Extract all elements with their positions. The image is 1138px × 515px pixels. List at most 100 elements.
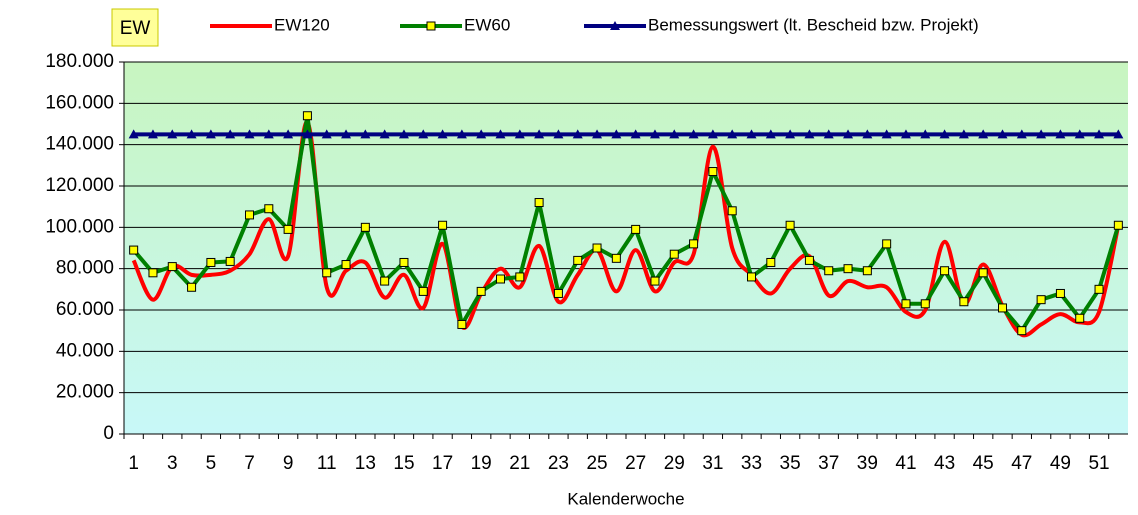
y-tick-label: 140.000 bbox=[45, 134, 114, 155]
marker bbox=[1113, 129, 1124, 139]
marker bbox=[978, 268, 988, 278]
marker bbox=[360, 222, 370, 232]
marker bbox=[746, 129, 757, 139]
x-tick-label: 45 bbox=[973, 453, 994, 474]
marker bbox=[997, 129, 1008, 139]
legend-label: Bemessungswert (lt. Bescheid bzw. Projek… bbox=[648, 15, 979, 34]
marker bbox=[747, 272, 756, 282]
marker bbox=[553, 129, 564, 139]
marker bbox=[804, 129, 815, 139]
y-tick-label: 180.000 bbox=[45, 51, 114, 72]
marker bbox=[205, 129, 216, 139]
marker bbox=[689, 239, 699, 249]
marker bbox=[649, 129, 660, 139]
marker bbox=[804, 255, 814, 265]
legend-label: EW60 bbox=[464, 15, 510, 34]
marker bbox=[398, 129, 409, 139]
marker bbox=[1055, 129, 1066, 139]
marker bbox=[843, 264, 853, 274]
marker bbox=[592, 243, 602, 253]
marker bbox=[823, 129, 834, 139]
marker bbox=[360, 129, 371, 139]
marker bbox=[534, 129, 545, 139]
marker bbox=[631, 224, 641, 234]
x-tick-label: 41 bbox=[895, 453, 916, 474]
marker bbox=[283, 224, 293, 234]
marker bbox=[998, 303, 1007, 313]
x-tick-label: 11 bbox=[317, 453, 337, 474]
marker bbox=[302, 111, 312, 121]
y-axis-label: EW bbox=[120, 18, 151, 39]
marker bbox=[920, 129, 931, 139]
plot-area bbox=[124, 62, 1128, 434]
marker bbox=[380, 276, 390, 286]
marker bbox=[245, 210, 254, 220]
marker bbox=[785, 220, 795, 230]
x-tick-label: 17 bbox=[432, 453, 453, 474]
marker bbox=[1055, 288, 1065, 298]
marker bbox=[437, 129, 448, 139]
marker bbox=[495, 129, 506, 139]
legend-marker bbox=[426, 21, 436, 31]
marker bbox=[765, 129, 776, 139]
x-tick-label: 21 bbox=[509, 453, 530, 474]
marker bbox=[129, 245, 139, 255]
marker bbox=[572, 129, 583, 139]
marker bbox=[418, 129, 429, 139]
x-tick-label: 31 bbox=[702, 453, 723, 474]
marker bbox=[496, 274, 505, 284]
marker bbox=[147, 129, 158, 139]
marker bbox=[592, 129, 603, 139]
marker bbox=[534, 198, 544, 208]
marker bbox=[882, 239, 892, 249]
marker bbox=[1094, 129, 1105, 139]
marker bbox=[573, 255, 583, 265]
x-tick-label: 13 bbox=[355, 453, 376, 474]
x-tick-label: 47 bbox=[1011, 453, 1032, 474]
marker bbox=[186, 129, 197, 139]
marker bbox=[515, 272, 525, 282]
x-tick-label: 35 bbox=[780, 453, 801, 474]
x-tick-label: 23 bbox=[548, 453, 569, 474]
marker bbox=[399, 257, 409, 267]
x-tick-label: 19 bbox=[471, 453, 492, 474]
marker bbox=[321, 129, 332, 139]
marker bbox=[785, 129, 796, 139]
y-tick-label: 80.000 bbox=[56, 258, 114, 279]
marker bbox=[1075, 313, 1085, 323]
marker bbox=[302, 129, 313, 139]
x-tick-label: 7 bbox=[244, 453, 255, 474]
marker bbox=[708, 167, 718, 177]
marker bbox=[341, 129, 352, 139]
y-tick-label: 40.000 bbox=[56, 340, 114, 361]
marker bbox=[1036, 129, 1047, 139]
y-tick-label: 20.000 bbox=[56, 382, 114, 403]
marker bbox=[264, 204, 274, 214]
marker bbox=[862, 266, 872, 276]
marker bbox=[939, 129, 950, 139]
x-tick-label: 43 bbox=[934, 453, 955, 474]
marker bbox=[341, 260, 351, 270]
y-tick-label: 120.000 bbox=[45, 175, 114, 196]
x-tick-label: 15 bbox=[393, 453, 414, 474]
marker bbox=[438, 220, 448, 230]
marker bbox=[263, 129, 274, 139]
x-tick-label: 33 bbox=[741, 453, 762, 474]
x-tick-label: 29 bbox=[664, 453, 685, 474]
y-tick-label: 0 bbox=[103, 423, 114, 444]
marker bbox=[457, 319, 467, 329]
marker bbox=[225, 129, 236, 139]
x-tick-label: 1 bbox=[128, 453, 139, 474]
x-tick-label: 27 bbox=[625, 453, 646, 474]
marker bbox=[727, 206, 737, 216]
marker bbox=[881, 129, 892, 139]
marker bbox=[824, 266, 834, 276]
x-tick-label: 25 bbox=[586, 453, 607, 474]
marker bbox=[901, 299, 911, 309]
marker bbox=[225, 256, 235, 266]
y-tick-label: 160.000 bbox=[45, 92, 114, 113]
x-tick-label: 3 bbox=[167, 453, 178, 474]
marker bbox=[630, 129, 641, 139]
x-tick-label: 49 bbox=[1050, 453, 1071, 474]
